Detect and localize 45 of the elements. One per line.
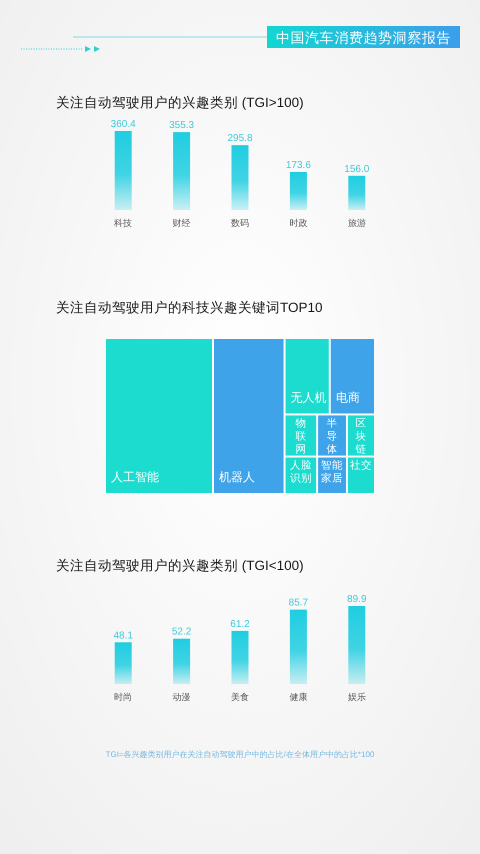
data-label: 52.2 (172, 626, 192, 638)
chart-title: 关注自动驾驶用户的兴趣类别 (TGI>100) (56, 95, 304, 110)
x-tick-label: 财经 (172, 218, 191, 228)
category-label: 机器人 (219, 470, 255, 484)
data-label: 156.0 (344, 164, 370, 175)
data-label: 355.3 (169, 120, 195, 132)
data-label: 61.2 (230, 618, 250, 630)
bar (173, 638, 190, 684)
x-tick-label: 科技 (114, 218, 132, 228)
category-label: 人脸识别 (290, 460, 312, 485)
data-label: 89.9 (347, 594, 367, 605)
bar (290, 172, 307, 210)
x-tick-label: 健康 (289, 692, 308, 702)
x-tick-label: 娱乐 (348, 692, 366, 702)
bar (232, 145, 248, 210)
text: 关注自动驾驶用户的科技兴趣关键词TOP10 (56, 300, 323, 315)
category-label: 智能家居 (321, 458, 344, 485)
data-label: 173.6 (286, 160, 312, 171)
data-label: 295.8 (227, 133, 253, 144)
x-tick-label: 数码 (231, 218, 249, 228)
x-tick-label: 时尚 (114, 692, 132, 702)
category-label: 半导体 (326, 416, 338, 456)
data-label: 360.4 (110, 119, 136, 130)
data-label: 85.7 (288, 598, 309, 609)
bar (348, 176, 366, 210)
category-label: 物联网 (295, 417, 306, 456)
text: 中国汽车消费趋势洞察报告 (276, 30, 452, 46)
x-tick-label: 动漫 (172, 692, 191, 702)
text: TGI=各兴趣类别用户在关注自动驾驶用户中的占比/在全体用户中的占比*100 (106, 750, 375, 759)
category-label: 区块链 (354, 417, 366, 456)
x-tick-label: 美食 (231, 692, 249, 702)
bar (114, 642, 132, 684)
bar (114, 131, 132, 210)
bar (348, 606, 366, 684)
bar (290, 610, 307, 684)
category-label: 社交 (350, 458, 372, 472)
chart-title: 关注自动驾驶用户的兴趣类别 (TGI<100) (56, 558, 304, 573)
bar (173, 132, 190, 210)
category-label: 人工智能 (111, 470, 159, 484)
data-label: 48.1 (113, 630, 134, 642)
x-tick-label: 旅游 (348, 218, 366, 228)
bar (232, 630, 248, 684)
x-tick-label: 时政 (289, 218, 308, 228)
category-label: 电商 (336, 390, 360, 404)
category-label: 无人机 (290, 390, 327, 404)
